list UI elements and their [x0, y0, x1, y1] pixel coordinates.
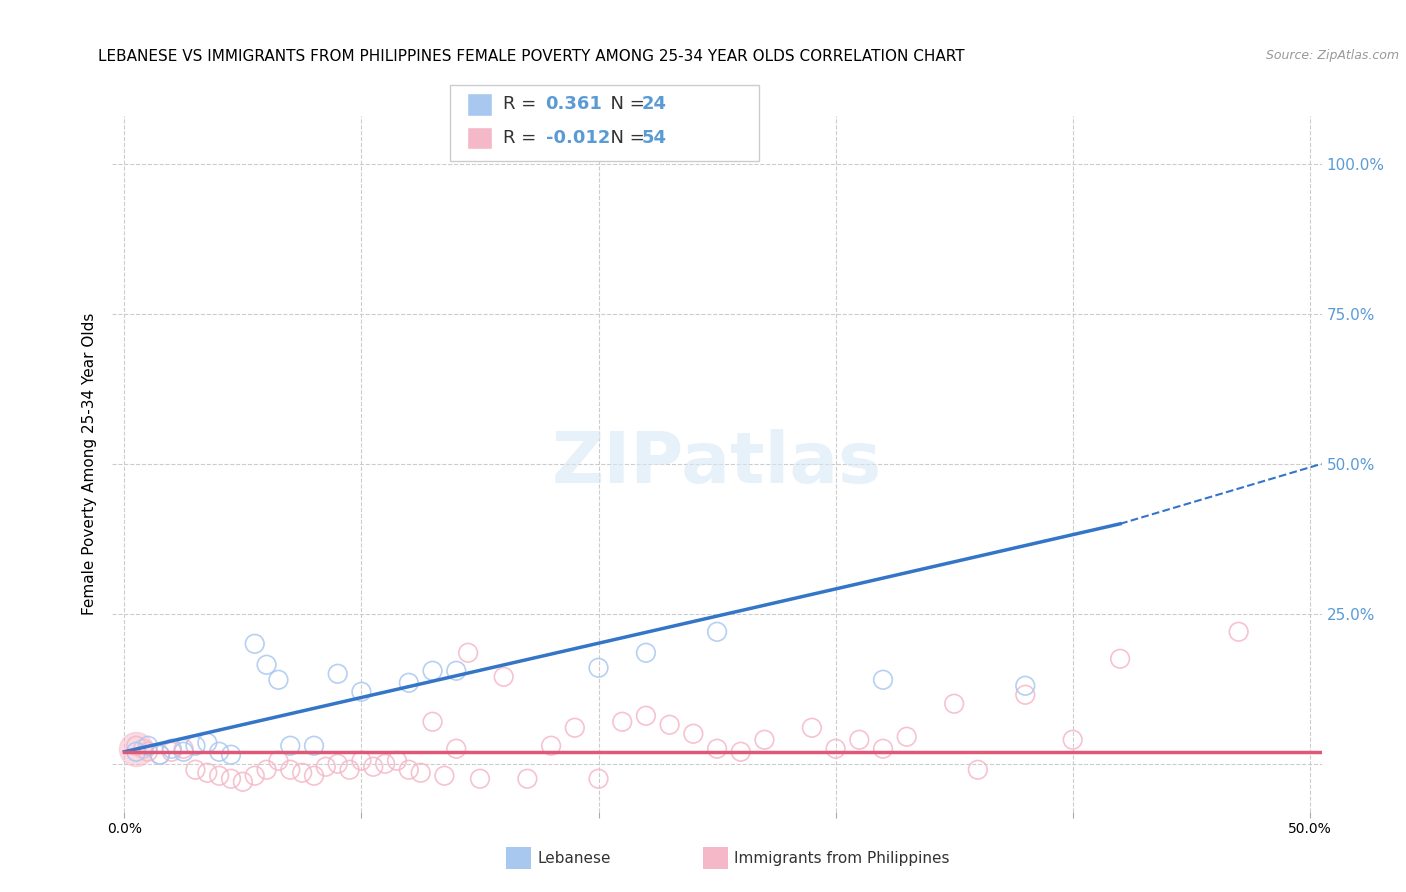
- Point: [350, 754, 373, 768]
- Point: [136, 745, 159, 759]
- Point: [315, 760, 337, 774]
- Point: [1227, 624, 1250, 639]
- Text: -0.012: -0.012: [546, 129, 610, 147]
- Point: [160, 745, 183, 759]
- Point: [256, 763, 278, 777]
- Text: 0.361: 0.361: [546, 95, 602, 113]
- Point: [385, 754, 408, 768]
- Point: [824, 741, 846, 756]
- Point: [943, 697, 966, 711]
- Point: [232, 774, 254, 789]
- Point: [267, 754, 290, 768]
- Text: N =: N =: [599, 95, 651, 113]
- Text: 54: 54: [641, 129, 666, 147]
- Point: [848, 732, 870, 747]
- Point: [1014, 679, 1036, 693]
- Point: [160, 741, 183, 756]
- Point: [564, 721, 586, 735]
- Point: [966, 763, 988, 777]
- Point: [136, 739, 159, 753]
- Point: [658, 717, 681, 731]
- Text: LEBANESE VS IMMIGRANTS FROM PHILIPPINES FEMALE POVERTY AMONG 25-34 YEAR OLDS COR: LEBANESE VS IMMIGRANTS FROM PHILIPPINES …: [98, 49, 965, 64]
- Point: [492, 670, 515, 684]
- Point: [730, 745, 752, 759]
- Point: [468, 772, 491, 786]
- Point: [350, 685, 373, 699]
- Point: [706, 624, 728, 639]
- Point: [754, 732, 776, 747]
- Text: Source: ZipAtlas.com: Source: ZipAtlas.com: [1265, 49, 1399, 62]
- Point: [361, 760, 384, 774]
- Point: [422, 714, 444, 729]
- Point: [219, 747, 242, 762]
- Point: [195, 736, 218, 750]
- Point: [132, 741, 155, 756]
- Point: [1014, 688, 1036, 702]
- Point: [326, 756, 349, 771]
- Point: [219, 772, 242, 786]
- Text: N =: N =: [599, 129, 651, 147]
- Point: [588, 772, 610, 786]
- Text: R =: R =: [503, 95, 543, 113]
- Text: Lebanese: Lebanese: [537, 851, 610, 865]
- Point: [184, 763, 207, 777]
- Point: [173, 741, 195, 756]
- Point: [291, 765, 314, 780]
- Point: [243, 637, 266, 651]
- Point: [374, 756, 396, 771]
- Point: [208, 769, 231, 783]
- Point: [302, 769, 325, 783]
- Point: [125, 739, 148, 753]
- Point: [872, 741, 894, 756]
- Point: [634, 646, 657, 660]
- Point: [125, 741, 148, 756]
- Point: [184, 739, 207, 753]
- Point: [682, 727, 704, 741]
- Point: [706, 741, 728, 756]
- Point: [872, 673, 894, 687]
- Point: [267, 673, 290, 687]
- Point: [446, 664, 468, 678]
- Point: [896, 730, 918, 744]
- Point: [634, 708, 657, 723]
- Point: [516, 772, 538, 786]
- Point: [173, 745, 195, 759]
- Point: [398, 675, 420, 690]
- Text: 24: 24: [641, 95, 666, 113]
- Point: [588, 661, 610, 675]
- Point: [149, 747, 172, 762]
- Point: [278, 739, 301, 753]
- Point: [1109, 652, 1132, 666]
- Point: [422, 664, 444, 678]
- Point: [446, 741, 468, 756]
- Point: [243, 769, 266, 783]
- Point: [409, 765, 432, 780]
- Point: [612, 714, 634, 729]
- Point: [326, 666, 349, 681]
- Point: [125, 745, 148, 759]
- Text: R =: R =: [503, 129, 543, 147]
- Point: [1062, 732, 1084, 747]
- Point: [302, 739, 325, 753]
- Y-axis label: Female Poverty Among 25-34 Year Olds: Female Poverty Among 25-34 Year Olds: [82, 313, 97, 615]
- Point: [256, 657, 278, 672]
- Point: [149, 747, 172, 762]
- Point: [433, 769, 456, 783]
- Text: Immigrants from Philippines: Immigrants from Philippines: [734, 851, 949, 865]
- Point: [457, 646, 479, 660]
- Point: [398, 763, 420, 777]
- Point: [278, 763, 301, 777]
- Point: [540, 739, 562, 753]
- Point: [195, 765, 218, 780]
- Text: ZIPatlas: ZIPatlas: [553, 429, 882, 499]
- Point: [800, 721, 823, 735]
- Point: [339, 763, 361, 777]
- Point: [208, 745, 231, 759]
